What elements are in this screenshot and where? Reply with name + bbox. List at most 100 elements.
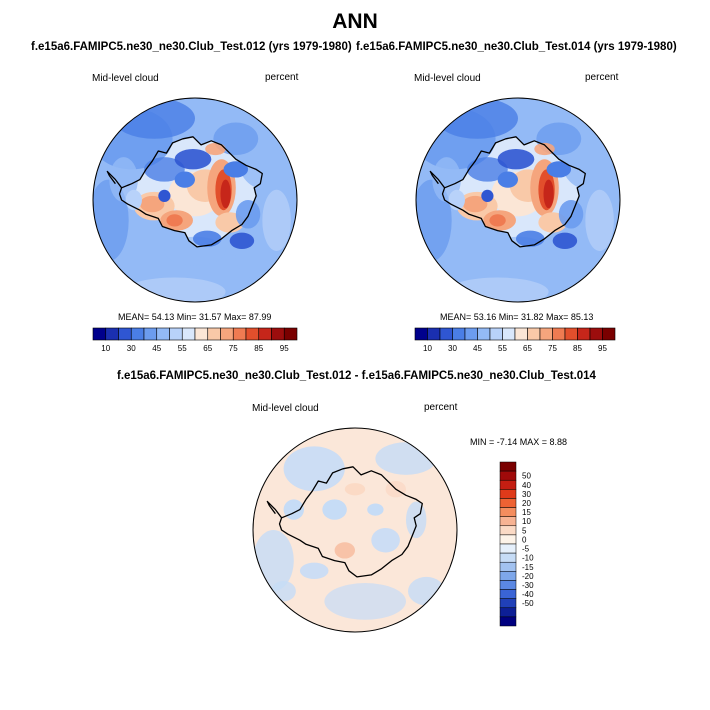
- contour-region: [534, 142, 555, 156]
- panel3-colorbar-swatch: [499, 580, 517, 590]
- panel3-colorbar-swatch: [499, 498, 517, 508]
- panel2-colorbar-swatch: [589, 327, 603, 341]
- panel3-left-label: Mid-level cloud: [252, 403, 319, 414]
- panel1-colorbar-tick-label: 55: [178, 344, 187, 353]
- panel3-colorbar-tick-label: -30: [522, 581, 534, 590]
- contour-region: [283, 499, 304, 520]
- panel3-colorbar-tick-label: 40: [522, 481, 531, 490]
- panel1-colorbar-tick-label: 10: [101, 344, 110, 353]
- panel3-colorbar-tick-label: 30: [522, 490, 531, 499]
- contour-region: [546, 161, 572, 178]
- contour-region: [497, 171, 518, 188]
- panel3-colorbar-tick-label: 20: [522, 499, 531, 508]
- panel3-stats: MIN = -7.14 MAX = 8.88: [470, 437, 568, 447]
- panel2-title: f.e15a6.FAMIPC5.ne30_ne30.Club_Test.014 …: [356, 41, 677, 53]
- contour-region: [139, 195, 165, 213]
- panel3-colorbar-tick-label: 50: [522, 472, 531, 481]
- panel1-colorbar-swatch: [207, 327, 221, 341]
- panel3-colorbar-swatch: [499, 489, 517, 499]
- panel3-map-coastline: [266, 466, 423, 578]
- panel2-colorbar-swatch: [564, 327, 578, 341]
- panel1-map-coastline: [106, 136, 263, 248]
- panel2-left-label: Mid-level cloud: [414, 73, 481, 84]
- contour-region: [113, 98, 195, 139]
- panel2-colorbar-swatch: [552, 327, 566, 341]
- panel3-colorbar-swatch: [499, 571, 517, 581]
- contour-region: [205, 142, 226, 156]
- panel2-colorbar-tick-label: 30: [448, 344, 457, 353]
- panel1-right-label: percent: [265, 72, 299, 83]
- panel1-stats: MEAN= 54.13 Min= 31.57 Max= 87.99: [118, 312, 272, 322]
- panel2-colorbar-swatch: [414, 327, 428, 341]
- panel1-colorbar-tick-label: 85: [254, 344, 263, 353]
- panel3-colorbar-tick-label: -50: [522, 599, 534, 608]
- panel1-colorbar-swatch: [105, 327, 119, 341]
- panel2-stats: MEAN= 53.16 Min= 31.82 Max= 85.13: [440, 312, 594, 322]
- panel1-colorbar-swatch: [156, 327, 170, 341]
- panel1-colorbar-tick-label: 75: [229, 344, 238, 353]
- contour-region: [344, 483, 366, 496]
- panel3-colorbar-tick-label: 10: [522, 517, 531, 526]
- panel3-colorbar-swatch: [499, 479, 517, 490]
- panel1-colorbar-swatch: [283, 327, 298, 341]
- panel3-colorbar-swatch: [499, 552, 517, 563]
- panel1-colorbar-swatch: [92, 327, 107, 341]
- contour-region: [192, 230, 222, 247]
- panel3-colorbar-swatch: [499, 561, 517, 572]
- panel3-colorbar-tick-label: -5: [522, 545, 530, 554]
- contour-region: [144, 157, 185, 182]
- contour-region: [223, 161, 249, 178]
- panel3-colorbar-tick-label: 15: [522, 508, 531, 517]
- contour-region: [166, 214, 183, 227]
- panel1-colorbar-swatch: [143, 327, 158, 341]
- contour-region: [271, 581, 296, 602]
- panel1-colorbar-swatch: [194, 327, 209, 341]
- panel1-colorbar-swatch: [245, 327, 260, 341]
- panel2-colorbar-tick-label: 55: [498, 344, 507, 353]
- panel2-colorbar-swatch: [477, 327, 491, 341]
- panel2-map-map-border: [415, 97, 621, 303]
- panel3-colorbar-tick-label: -20: [522, 572, 534, 581]
- contour-region: [515, 230, 545, 247]
- panel1-colorbar-tick-label: 30: [127, 344, 136, 353]
- panel1-colorbar-tick-label: 45: [152, 344, 161, 353]
- panel2-colorbar-swatch: [514, 327, 528, 341]
- panel3-colorbar-swatch: [499, 607, 517, 618]
- panel2-colorbar-tick-label: 85: [573, 344, 582, 353]
- panel3-colorbar-swatch: [499, 534, 517, 545]
- panel3-map-map-border: [252, 427, 458, 633]
- contour-region: [262, 189, 291, 251]
- panel2-map-coastline: [429, 136, 586, 248]
- panel2-colorbar-swatch: [452, 327, 466, 341]
- panel3-colorbar-swatch: [499, 616, 517, 627]
- panel2-colorbar-swatch: [577, 327, 591, 341]
- contour-region: [220, 179, 231, 209]
- panel1-colorbar-swatch: [130, 327, 145, 341]
- contour-region: [558, 200, 584, 229]
- panel2-colorbar-swatch: [489, 327, 503, 341]
- panel2-colorbar-swatch: [464, 327, 478, 341]
- panel2-right-label: percent: [585, 72, 619, 83]
- panel1-colorbar-swatch: [118, 327, 132, 341]
- panel1-colorbar-swatch: [220, 327, 234, 341]
- contour-region: [334, 542, 355, 559]
- contour-region: [299, 562, 329, 579]
- panel1-colorbar-swatch: [169, 327, 183, 341]
- panel1-title: f.e15a6.FAMIPC5.ne30_ne30.Club_Test.012 …: [31, 41, 352, 53]
- contour-region: [158, 189, 171, 203]
- panel1-map-map-border: [92, 97, 298, 303]
- contour-region: [489, 214, 506, 227]
- panel2-colorbar-swatch: [427, 327, 441, 341]
- panel1-colorbar-swatch: [271, 327, 285, 341]
- panel3-colorbar-swatch: [499, 470, 517, 481]
- contour-region: [324, 583, 407, 620]
- panel2-colorbar-tick-label: 95: [598, 344, 607, 353]
- contour-region: [367, 503, 384, 516]
- contour-region: [174, 149, 212, 170]
- contour-region: [436, 98, 518, 139]
- panel3-colorbar-tick-label: 5: [522, 526, 527, 535]
- panel3-colorbar-tick-label: -15: [522, 563, 534, 572]
- contour-region: [406, 501, 427, 539]
- panel2-colorbar-tick-label: 45: [473, 344, 482, 353]
- panel2-colorbar-swatch: [539, 327, 553, 341]
